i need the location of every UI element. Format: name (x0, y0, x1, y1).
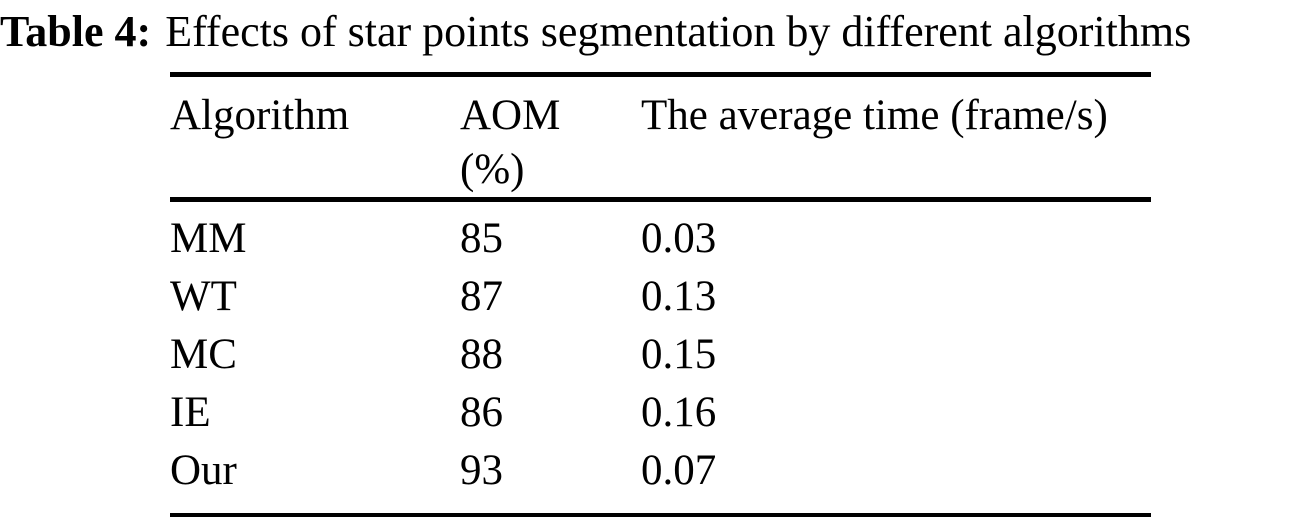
table-row-mm: MM 85 0.03 (170, 210, 1151, 268)
cell-aom-percent: 87 (460, 273, 503, 320)
cell-algorithm: MC (170, 331, 237, 378)
cell-average-time: 0.15 (641, 331, 717, 378)
results-table: Algorithm AOM (%) The average time (fram… (170, 72, 1151, 517)
table-caption-text: Effects of star points segmentation by d… (165, 7, 1192, 56)
table-bottom-rule (170, 513, 1151, 517)
cell-aom-percent: 93 (460, 447, 503, 494)
cell-aom-percent: 88 (460, 331, 503, 378)
cell-average-time: 0.13 (641, 273, 717, 320)
table-row-ie: IE 86 0.16 (170, 384, 1151, 442)
table-top-rule (170, 72, 1151, 77)
table-number-label: Table 4: (0, 7, 152, 56)
table-row-our: Our 93 0.07 (170, 442, 1151, 500)
column-header-aom-percent: AOM (%) (460, 92, 561, 193)
table-row-mc: MC 88 0.15 (170, 326, 1151, 384)
table-body: MM 85 0.03 WT 87 0.13 MC 88 0.15 IE 86 0… (170, 202, 1151, 513)
cell-average-time: 0.16 (641, 389, 717, 436)
column-header-algorithm: Algorithm (170, 92, 350, 139)
cell-aom-percent: 85 (460, 215, 503, 262)
cell-average-time: 0.03 (641, 215, 717, 262)
cell-algorithm: WT (170, 273, 237, 320)
cell-algorithm: MM (170, 215, 247, 262)
table-row-wt: WT 87 0.13 (170, 268, 1151, 326)
cell-algorithm: IE (170, 389, 211, 436)
cell-average-time: 0.07 (641, 447, 717, 494)
cell-aom-percent: 86 (460, 389, 503, 436)
cell-algorithm: Our (170, 447, 237, 494)
table-caption: Table 4: Effects of star points segmentat… (0, 0, 1312, 58)
table-header-row: Algorithm AOM (%) The average time (fram… (170, 77, 1151, 197)
column-header-average-time: The average time (frame/s) (641, 92, 1108, 139)
table-header-rule (170, 197, 1151, 202)
